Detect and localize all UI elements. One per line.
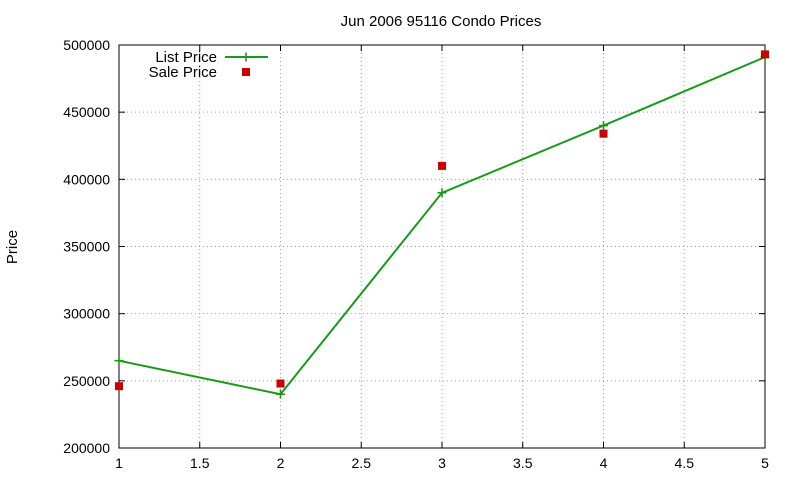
data-point-square: [115, 382, 123, 391]
legend-plus-marker: [241, 52, 251, 62]
series-1: [115, 50, 769, 391]
data-point-plus: [114, 356, 124, 366]
plot-frame: [118, 44, 766, 449]
y-tick-label: 500000: [63, 37, 110, 53]
x-tick-label: 5: [761, 455, 769, 471]
x-tick-label: 3.5: [513, 455, 533, 471]
y-tick-label: 200000: [63, 440, 110, 456]
chart-title: Jun 2006 95116 Condo Prices: [341, 13, 542, 30]
data-point-plus: [276, 389, 285, 399]
data-point-plus: [599, 121, 608, 131]
data-point-square: [276, 379, 285, 388]
legend-label: Sale Price: [149, 64, 217, 81]
y-tick-label: 250000: [63, 373, 110, 389]
y-tick-label: 450000: [63, 104, 110, 120]
x-tick-label: 2: [277, 455, 285, 471]
x-tick-label: 1: [115, 455, 123, 471]
x-tick-label: 4.5: [675, 455, 695, 471]
x-tick-label: 3: [438, 455, 446, 471]
y-axis-label: Price: [4, 230, 21, 264]
x-tick-label: 4: [600, 455, 608, 471]
data-point-square: [761, 50, 769, 59]
y-tick-label: 350000: [63, 239, 110, 255]
x-tick-label: 1.5: [190, 455, 210, 471]
y-tick-label: 400000: [63, 171, 110, 187]
data-point-square: [438, 161, 446, 170]
axis-ticks: 1 1.5 2 2.5 3 3.5 4 4.5 5 200000 250000 300000 35000…: [63, 37, 769, 471]
y-tick-label: 300000: [63, 306, 110, 322]
data-point-square: [599, 129, 608, 138]
grid-lines: [119, 45, 765, 448]
legend-square-marker: [242, 68, 250, 76]
data-point-plus: [437, 188, 447, 198]
series-0: [114, 52, 770, 399]
legend-label: List Price: [155, 49, 217, 66]
x-tick-label: 2.5: [352, 455, 372, 471]
series-layer: [114, 50, 770, 399]
